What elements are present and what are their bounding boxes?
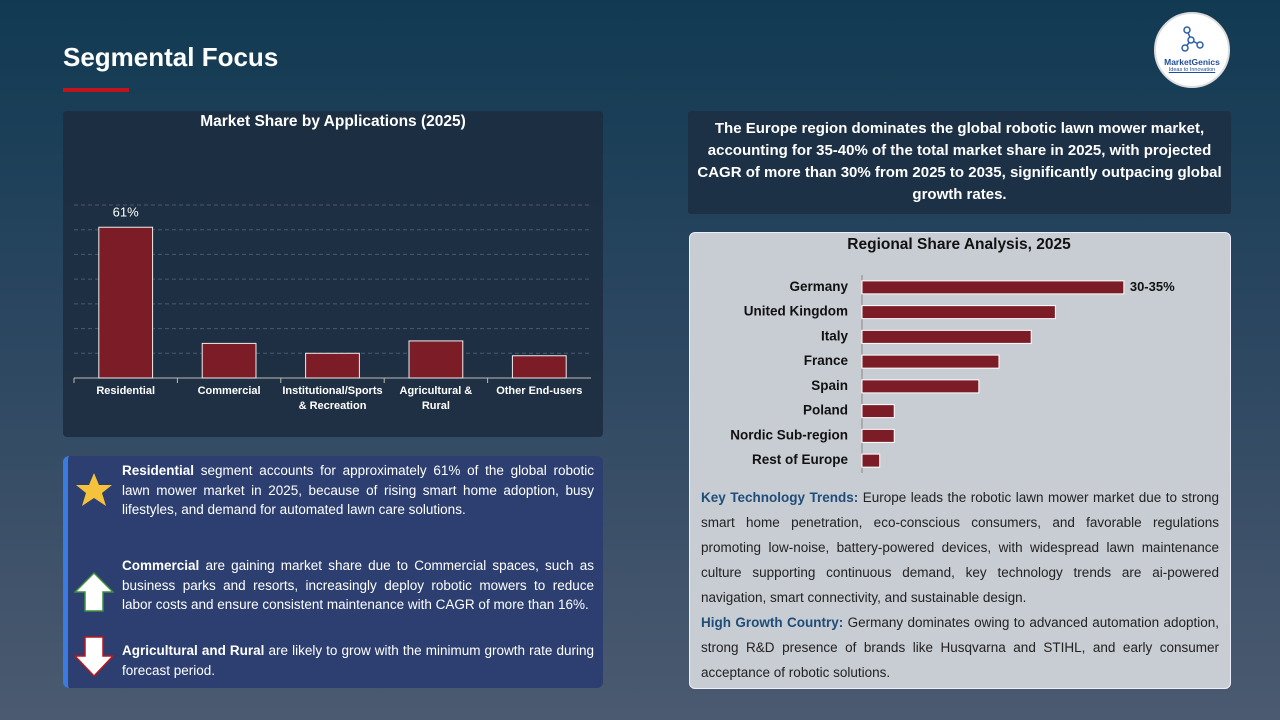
bar xyxy=(201,342,257,379)
bar xyxy=(861,329,1032,344)
chart-title: Regional Share Analysis, 2025 xyxy=(847,236,1071,253)
y-tick-label: France xyxy=(804,353,849,368)
value-label: 61% xyxy=(113,205,139,220)
highlights-panel xyxy=(63,456,603,688)
bar xyxy=(861,379,980,394)
trend-label: Key Technology Trends: xyxy=(701,490,859,505)
highlight: Agricultural and Rural are likely to gro… xyxy=(122,641,594,680)
trend-label: High Growth Country: xyxy=(701,615,844,630)
icons xyxy=(74,473,114,678)
up-arrow-icon xyxy=(74,571,114,612)
x-tick-label: Agricultural & Rural xyxy=(399,385,473,412)
x-tick-label: Residential xyxy=(96,385,156,397)
bar xyxy=(861,280,1125,295)
logo-icon xyxy=(1181,26,1204,52)
title-rule xyxy=(63,88,129,92)
highlight-bold: Residential xyxy=(122,463,195,478)
highlight: Residential segment accounts for approxi… xyxy=(122,461,594,520)
logo: MarketGenics Ideas to Innovation xyxy=(1154,12,1230,88)
trend: Key Technology Trends: Europe leads the … xyxy=(701,485,1219,610)
star-icon xyxy=(76,473,112,506)
highlight-text: are likely to grow with the minimum grow… xyxy=(122,643,594,678)
y-tick-label: Rest of Europe xyxy=(752,452,849,467)
trend-text: Germany dominates owing to advanced auto… xyxy=(701,615,1220,680)
highlight-bold: Commercial xyxy=(122,558,200,573)
chart-title: Market Share by Applications (2025) xyxy=(200,113,466,130)
bar xyxy=(305,352,360,379)
highlight: Commercial are gaining market share due … xyxy=(122,556,594,615)
bar xyxy=(861,428,895,443)
trend: High Growth Country: Germany dominates o… xyxy=(701,610,1219,685)
trends: Key Technology Trends: Europe leads the … xyxy=(701,485,1219,685)
highlight-bold: Agricultural and Rural xyxy=(122,643,265,658)
bar xyxy=(511,355,567,379)
bar xyxy=(98,226,154,379)
x-tick-label: Institutional/Sports & Recreation xyxy=(282,385,383,412)
y-tick-label: Nordic Sub-region xyxy=(730,427,848,442)
slide-title: Segmental Focus xyxy=(63,42,279,72)
y-tick-label: Italy xyxy=(821,328,849,343)
highlight-text: are gaining market share due to Commerci… xyxy=(122,558,594,612)
highlight-text: segment accounts for approximately 61% o… xyxy=(122,463,594,517)
bar xyxy=(861,453,881,468)
bar xyxy=(408,340,464,379)
callout: The Europe region dominates the global r… xyxy=(688,111,1231,214)
logo-name: MarketGenics xyxy=(1164,57,1220,67)
trend-text: Europe leads the robotic lawn mower mark… xyxy=(701,490,1219,605)
down-arrow-icon xyxy=(74,636,114,678)
y-tick-label: Poland xyxy=(803,403,848,418)
y-tick-label: United Kingdom xyxy=(744,304,848,319)
bar xyxy=(861,404,895,419)
y-tick-label: Spain xyxy=(811,378,848,393)
x-tick-label: Other End-users xyxy=(496,385,583,397)
y-tick-label: Germany xyxy=(789,279,848,294)
value-label: 30-35% xyxy=(1130,279,1175,294)
bar xyxy=(861,354,1000,369)
logo-tagline: Ideas to Innovation xyxy=(1168,67,1216,73)
x-tick-label: Commercial xyxy=(197,385,261,397)
bar xyxy=(861,305,1056,320)
